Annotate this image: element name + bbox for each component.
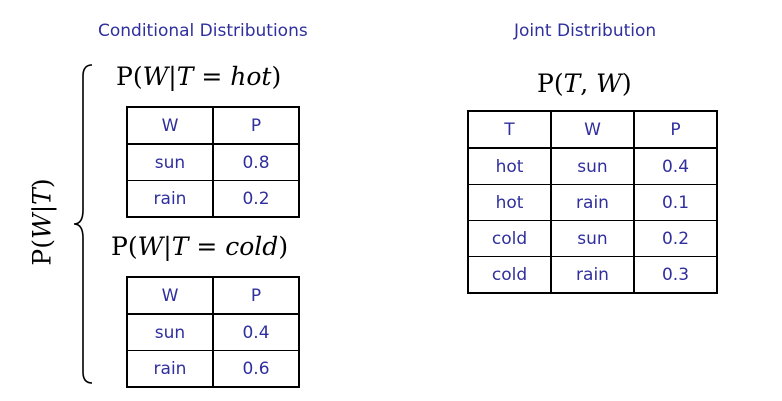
table-joint-t-w: T W P hot sun 0.4 hot rain 0.1 cold sun …: [467, 110, 718, 294]
table-cell: rain: [126, 350, 214, 388]
header-cell: W: [126, 106, 214, 145]
formula-joint: P(T, W): [537, 69, 632, 98]
table-w-given-hot: W P sun 0.8 rain 0.2: [126, 106, 300, 218]
header-cell: W: [550, 110, 635, 149]
table-cell: sun: [126, 313, 214, 351]
side-formula: P(W|T): [27, 178, 57, 266]
table-cell: rain: [126, 180, 214, 218]
table-cell: 0.8: [212, 143, 300, 181]
conditional-heading: Conditional Distributions: [98, 21, 308, 41]
header-cell: P: [212, 276, 300, 315]
table-cell: 0.6: [212, 350, 300, 388]
table-cell: sun: [550, 220, 635, 257]
table-row: hot rain 0.1: [467, 184, 718, 221]
table-row: cold sun 0.2: [467, 220, 718, 257]
table-cell: 0.1: [633, 184, 718, 221]
formula-hot: P(W|T = hot): [116, 62, 282, 91]
header-cell: T: [467, 110, 552, 149]
table-cell: sun: [126, 143, 214, 181]
table-row: rain 0.6: [126, 350, 300, 388]
table-row: cold rain 0.3: [467, 256, 718, 294]
table-row: sun 0.8: [126, 143, 300, 181]
table-cell: hot: [467, 184, 552, 221]
header-cell: W: [126, 276, 214, 315]
table-cell: 0.4: [212, 313, 300, 351]
table-cell: hot: [467, 147, 552, 185]
table-cell: rain: [550, 184, 635, 221]
table-row: rain 0.2: [126, 180, 300, 218]
table-cell: cold: [467, 256, 552, 294]
table-header-row: W P: [126, 276, 300, 315]
table-row: sun 0.4: [126, 313, 300, 351]
table-w-given-cold: W P sun 0.4 rain 0.6: [126, 276, 300, 388]
table-row: hot sun 0.4: [467, 147, 718, 185]
table-cell: cold: [467, 220, 552, 257]
header-cell: P: [633, 110, 718, 149]
table-cell: 0.3: [633, 256, 718, 294]
header-cell: P: [212, 106, 300, 145]
table-cell: 0.4: [633, 147, 718, 185]
table-header-row: T W P: [467, 110, 718, 149]
table-header-row: W P: [126, 106, 300, 145]
joint-heading: Joint Distribution: [514, 21, 657, 41]
formula-cold: P(W|T = cold): [111, 232, 289, 261]
table-cell: sun: [550, 147, 635, 185]
table-cell: 0.2: [633, 220, 718, 257]
table-cell: rain: [550, 256, 635, 294]
table-cell: 0.2: [212, 180, 300, 218]
